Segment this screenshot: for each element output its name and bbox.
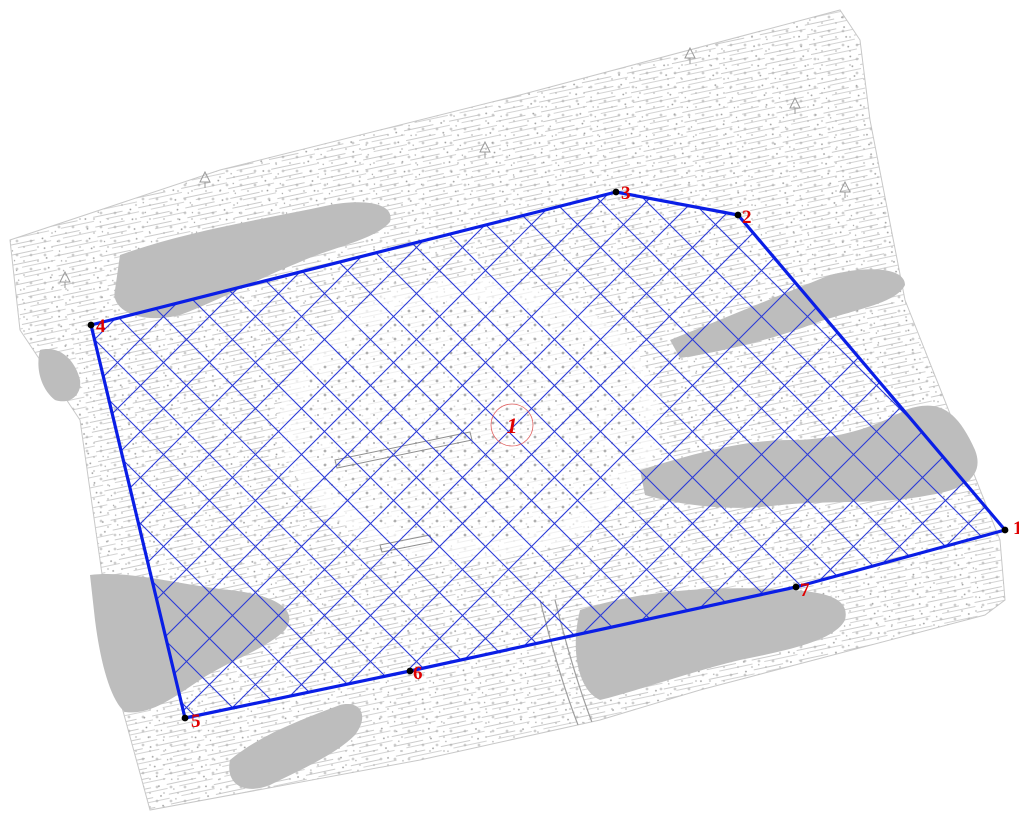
vertex-3[interactable]: 3 [612, 183, 631, 204]
hatch-line [996, 192, 1005, 718]
hatch-line [0, 0, 20, 817]
parcel-boundary[interactable] [89, 190, 1007, 720]
road [539, 599, 581, 731]
vertex-point[interactable] [792, 583, 800, 591]
parcel-marker[interactable]: 1 [490, 403, 534, 447]
vertex-2[interactable]: 2 [734, 207, 752, 228]
vertex-point[interactable] [734, 211, 742, 219]
parcel-label-circle [490, 403, 534, 447]
vertex-label: 5 [191, 711, 201, 732]
vertex-label: 2 [742, 207, 752, 228]
hatch-line [0, 0, 66, 817]
hatch-line [444, 192, 1005, 718]
hatch-line [91, 192, 481, 718]
vertex-point[interactable] [612, 188, 620, 196]
building [379, 534, 433, 553]
hatch-line [91, 192, 343, 718]
vertex-6[interactable]: 6 [406, 663, 423, 684]
lake [229, 704, 363, 789]
vertex-label: 6 [413, 663, 423, 684]
lake [670, 269, 905, 358]
vertex-label: 1 [1013, 518, 1019, 539]
hatch-line [950, 192, 1005, 718]
tree-icon [59, 46, 851, 288]
hatch-line [996, 192, 1005, 718]
hatch-line [91, 192, 435, 718]
hatch-line [0, 0, 20, 817]
vertex-label: 7 [800, 580, 810, 601]
vertex-4[interactable]: 4 [87, 316, 106, 337]
hatch-line [91, 192, 389, 718]
vertex-point[interactable] [181, 714, 189, 722]
lake [114, 202, 391, 319]
vertex-point[interactable] [87, 321, 95, 329]
hatch-line [352, 192, 1005, 718]
lake [38, 349, 81, 402]
vertex-1[interactable]: 1 [1001, 518, 1019, 539]
vertex-7[interactable]: 7 [792, 580, 810, 601]
hatch-line [398, 192, 1005, 718]
road [554, 599, 596, 731]
parcel-label: 1 [507, 413, 518, 438]
water-bodies [38, 202, 978, 789]
hatch-line [490, 192, 1005, 718]
vertex-5[interactable]: 5 [181, 711, 201, 732]
lake [640, 405, 978, 508]
vertex-label: 3 [621, 183, 631, 204]
vertex-point[interactable] [1001, 526, 1009, 534]
vertex-label: 4 [96, 316, 106, 337]
hatch-line [950, 192, 1005, 718]
vertex-point[interactable] [406, 667, 414, 675]
vertices: 1 2 3 4 5 6 7 [87, 183, 1019, 732]
hatch-line [0, 0, 66, 817]
lake [575, 588, 846, 700]
